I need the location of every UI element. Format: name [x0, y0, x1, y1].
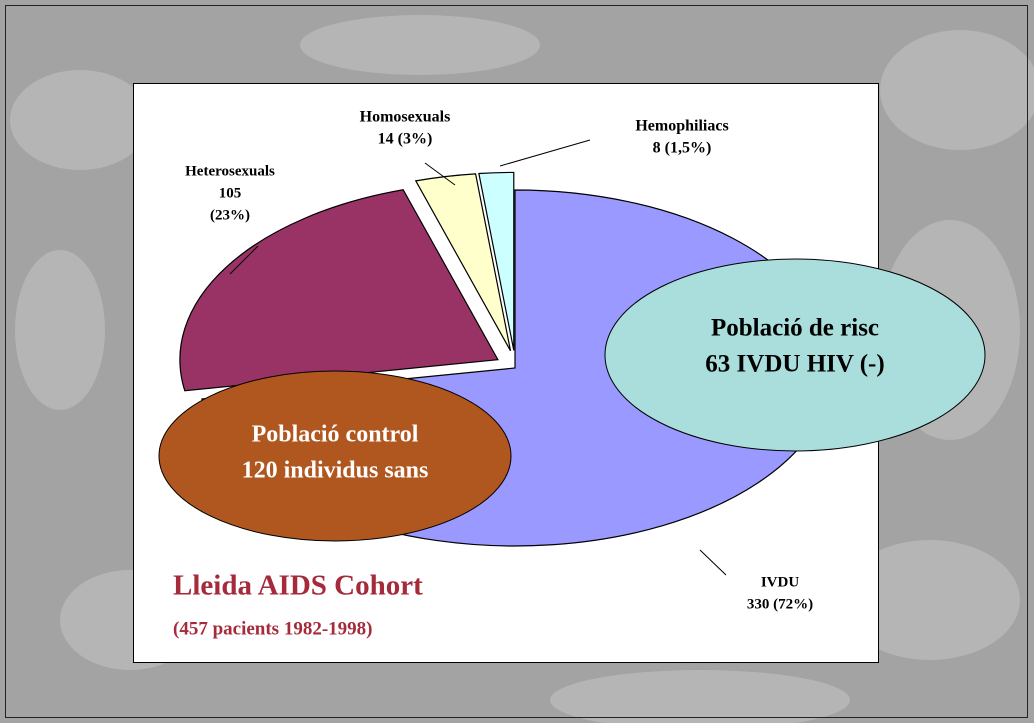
- value-label: 330 (72%): [747, 596, 813, 612]
- annotation: 63 IVDU HIV (-): [705, 351, 884, 378]
- control-ellipse: [159, 371, 511, 541]
- chart-title: Lleida AIDS Cohort: [173, 570, 423, 602]
- chart-subtitle: (457 pacients 1982-1998): [173, 618, 372, 639]
- slice-label: Homosexuals: [360, 109, 451, 126]
- value-label: 105: [219, 185, 242, 201]
- annotation: Població control: [252, 422, 419, 448]
- value-label: (23%): [210, 207, 250, 223]
- annotation: 120 individus sans: [242, 458, 429, 484]
- page: IVDU 330 (72%) Heterosexuals 105 (23%) Homose…: [0, 0, 1034, 723]
- value-label: 8 (1,5%): [653, 140, 712, 157]
- slide: IVDU 330 (72%) Heterosexuals 105 (23%) Homose…: [0, 0, 1034, 723]
- annotation: Població de risc: [711, 315, 879, 342]
- value-label: 14 (3%): [378, 131, 433, 148]
- slice-label: IVDU: [761, 574, 800, 590]
- slice-label: Heterosexuals: [185, 163, 275, 179]
- slice-label: Hemophiliacs: [635, 118, 728, 135]
